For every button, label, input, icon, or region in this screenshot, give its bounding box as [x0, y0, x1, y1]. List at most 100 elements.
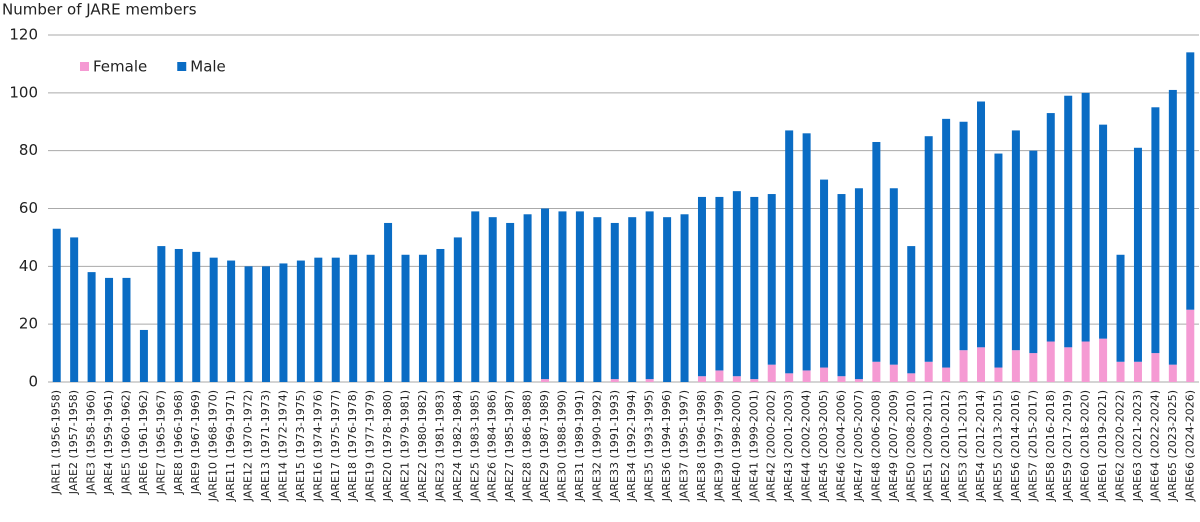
x-tick-label: JARE35 (1993-1995) [643, 390, 656, 502]
bar-segment [872, 361, 881, 382]
bar-segment [558, 211, 567, 382]
bar-segment [750, 196, 759, 380]
x-tick-label: JARE12 (1970-1972) [242, 390, 255, 502]
bar-segment [820, 179, 829, 368]
bar-segment [1081, 92, 1090, 342]
bar-segment [1099, 124, 1108, 339]
bar-segment [1151, 107, 1160, 354]
bar-segment [227, 260, 236, 382]
bar-segment [889, 364, 898, 382]
x-tick-label: JARE55 (2013-2015) [991, 390, 1004, 502]
x-tick-label: JARE56 (2014-2016) [1009, 390, 1022, 502]
x-tick-label: JARE63 (2021-2023) [1131, 390, 1144, 502]
bar-segment [1099, 338, 1108, 382]
bar-segment [1064, 347, 1073, 382]
bar-segment [732, 191, 741, 377]
x-tick-label: JARE9 (1967-1969) [189, 390, 202, 495]
bar-segment [139, 329, 148, 382]
x-tick-label: JARE48 (2006-2008) [869, 390, 882, 502]
legend-swatch [80, 62, 89, 71]
bar-segment [261, 266, 270, 382]
bar-segment [523, 214, 532, 382]
bar-segment [1116, 254, 1125, 362]
bar-segment [820, 367, 829, 382]
y-tick-label: 120 [9, 26, 38, 44]
x-tick-label: JARE52 (2010-2012) [939, 390, 952, 502]
x-tick-label: JARE42 (2000-2002) [765, 390, 778, 502]
bar-segment [593, 217, 602, 382]
x-tick-label: JARE18 (1976-1978) [346, 390, 359, 502]
x-tick-label: JARE32 (1990-1992) [590, 390, 603, 502]
bar-segment [1186, 309, 1195, 382]
bar-segment [837, 194, 846, 377]
x-tick-label: JARE27 (1985-1987) [503, 390, 516, 502]
x-tick-label: JARE58 (2016-2018) [1044, 390, 1057, 502]
bar-segment [837, 376, 846, 382]
bar-segment [977, 101, 986, 348]
x-tick-label: JARE30 (1988-1990) [555, 390, 568, 502]
bar-segment [488, 217, 497, 382]
y-tick-label: 40 [19, 257, 38, 275]
x-tick-label: JARE44 (2002-2004) [800, 390, 813, 502]
bar-segment [87, 272, 96, 382]
x-tick-label: JARE7 (1965-1967) [154, 390, 167, 495]
bar-segment [645, 211, 654, 380]
x-tick-label: JARE65 (2023-2025) [1166, 390, 1179, 502]
x-tick-label: JARE62 (2020-2022) [1114, 390, 1127, 502]
x-tick-label: JARE66 (2024-2026) [1183, 390, 1196, 502]
bar-segment [889, 188, 898, 365]
x-tick-label: JARE49 (2007-2009) [887, 390, 900, 502]
bar-segment [942, 367, 951, 382]
bar-segment [1116, 361, 1125, 382]
bar-segment [628, 217, 637, 382]
bar-segment [680, 214, 689, 382]
legend-label: Male [190, 58, 226, 76]
bar-segment [401, 254, 410, 382]
x-tick-label: JARE3 (1958-1960) [85, 390, 98, 495]
x-tick-label: JARE21 (1979-1981) [399, 390, 412, 502]
bar-segment [610, 379, 619, 382]
bar-segment [977, 347, 986, 382]
bar-segment [122, 277, 131, 382]
y-tick-label: 0 [28, 373, 38, 391]
x-tick-label: JARE43 (2001-2003) [782, 390, 795, 502]
x-tick-label: JARE45 (2003-2005) [817, 390, 830, 502]
x-tick-label: JARE34 (1992-1994) [625, 390, 638, 502]
bar-segment [244, 266, 253, 382]
x-tick-label: JARE53 (2011-2013) [957, 390, 970, 502]
x-tick-label: JARE54 (2012-2014) [974, 390, 987, 502]
x-tick-label: JARE14 (1972-1974) [276, 390, 289, 502]
bar-segment [453, 237, 462, 382]
x-tick-label: JARE16 (1974-1976) [311, 390, 324, 502]
x-tick-label: JARE20 (1978-1980) [381, 390, 394, 502]
x-tick-label: JARE19 (1977-1979) [364, 390, 377, 502]
bar-segment [366, 254, 375, 382]
bar-segment [384, 222, 393, 382]
bar-segment [279, 263, 288, 382]
bar-segment [715, 196, 724, 371]
x-tick-label: JARE37 (1995-1997) [678, 390, 691, 502]
bar-segment [52, 228, 61, 382]
bar-segment [575, 211, 584, 382]
bar-segment [872, 141, 881, 362]
bar-segment [907, 373, 916, 382]
x-tick-label: JARE64 (2022-2024) [1148, 390, 1161, 502]
legend-swatch [177, 62, 187, 71]
bar-segment [907, 246, 916, 374]
bar-segment [854, 379, 863, 382]
x-tick-label: JARE40 (1998-2000) [730, 390, 743, 502]
x-tick-label: JARE17 (1975-1977) [329, 390, 342, 502]
bar-segment [1186, 52, 1195, 310]
x-tick-label: JARE25 (1983-1985) [468, 390, 481, 502]
bar-segment [645, 379, 654, 382]
bar-segment [697, 376, 706, 382]
x-tick-label: JARE8 (1966-1968) [172, 390, 185, 495]
x-tick-label: JARE60 (2018-2020) [1079, 390, 1092, 502]
y-tick-label: 60 [19, 199, 38, 217]
bar-segment [732, 376, 741, 382]
x-tick-label: JARE38 (1996-1998) [695, 390, 708, 502]
bar-segment [924, 361, 933, 382]
bar-segment [994, 367, 1003, 382]
bar-segment [942, 118, 951, 368]
